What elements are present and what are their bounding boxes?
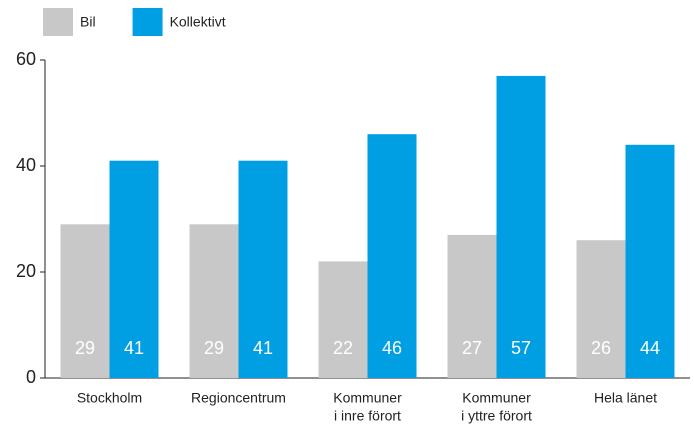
bar — [238, 160, 288, 378]
bar — [189, 224, 239, 378]
legend-label: Kollektivt — [170, 14, 226, 30]
bar — [625, 144, 675, 378]
x-tick-label: Stockholm — [77, 390, 142, 406]
y-tick-label: 60 — [16, 49, 36, 69]
bar — [576, 240, 626, 378]
bar — [496, 75, 546, 379]
legend-swatch — [43, 8, 73, 36]
legend-label: Bil — [80, 14, 96, 30]
bar — [447, 234, 497, 378]
x-tick-label: Hela länet — [594, 390, 657, 406]
value-label: 27 — [462, 338, 482, 358]
value-label: 44 — [640, 338, 660, 358]
bar — [109, 160, 159, 378]
x-tick-label: Kommuner — [462, 390, 531, 406]
value-label: 29 — [75, 338, 95, 358]
bar — [318, 261, 368, 378]
value-label: 57 — [511, 338, 531, 358]
x-tick-label: i inre förort — [334, 408, 401, 424]
value-label: 41 — [124, 338, 144, 358]
value-label: 46 — [382, 338, 402, 358]
value-label: 22 — [333, 338, 353, 358]
bar — [367, 134, 417, 378]
bar — [60, 224, 110, 378]
x-tick-label: Regioncentrum — [191, 390, 286, 406]
y-tick-label: 20 — [16, 261, 36, 281]
value-label: 26 — [591, 338, 611, 358]
y-tick-label: 40 — [16, 155, 36, 175]
legend-swatch — [132, 8, 163, 36]
y-tick-label: 0 — [26, 367, 36, 387]
x-tick-label: i yttre förort — [461, 408, 532, 424]
x-tick-label: Kommuner — [333, 390, 402, 406]
value-label: 41 — [253, 338, 273, 358]
value-label: 29 — [204, 338, 224, 358]
